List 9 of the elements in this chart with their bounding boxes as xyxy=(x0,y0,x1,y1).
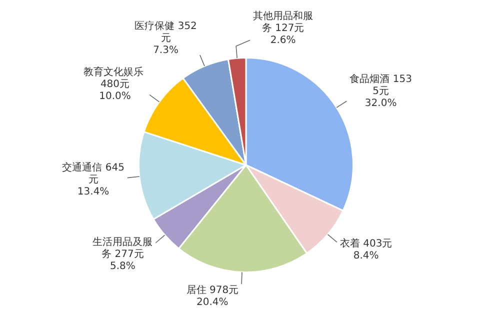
slice-label: 医疗保健 352元 7.3% xyxy=(134,20,197,56)
slice-label: 居住 978元 20.4% xyxy=(186,284,239,308)
slice-label: 其他用品和服务 127元 2.6% xyxy=(253,10,314,46)
slice-label: 食品烟酒 1535元 32.0% xyxy=(350,73,412,110)
slice-label: 衣着 403元 8.4% xyxy=(340,238,392,262)
slice-label: 生活用品及服务 277元 5.8% xyxy=(92,236,153,272)
data-label: 480元 10.0% xyxy=(99,78,131,102)
slice-label: 交通通信 645元 13.4% xyxy=(62,161,124,198)
slice-label: 教育文化娱乐 xyxy=(83,66,147,78)
